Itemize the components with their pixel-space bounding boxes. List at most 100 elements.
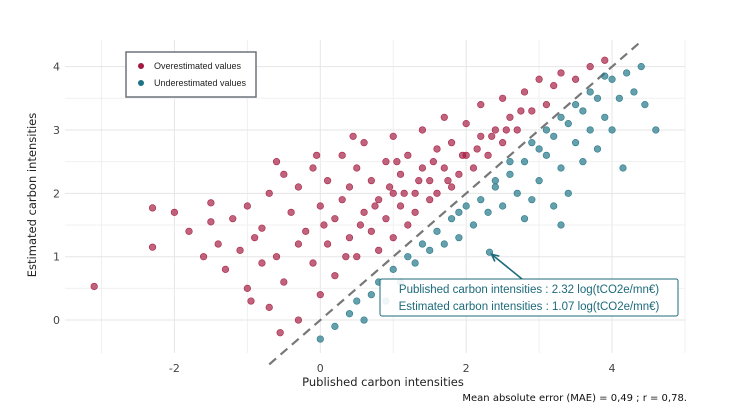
point-overestimated: [499, 94, 507, 102]
data-points: [90, 56, 660, 343]
point-overestimated: [356, 221, 365, 229]
point-underestimated: [520, 215, 529, 223]
point-underestimated: [579, 107, 587, 115]
point-overestimated: [276, 329, 284, 337]
point-overestimated: [396, 202, 405, 210]
point-overestimated: [272, 158, 281, 166]
point-overestimated: [488, 132, 496, 140]
point-overestimated: [316, 202, 324, 210]
legend-marker-underestimated: [138, 80, 144, 86]
point-overestimated: [447, 183, 456, 191]
point-overestimated: [426, 177, 434, 185]
point-overestimated: [400, 189, 408, 197]
point-overestimated: [207, 218, 215, 226]
point-overestimated: [338, 151, 346, 159]
point-overestimated: [418, 126, 427, 134]
point-overestimated: [345, 234, 354, 242]
point-overestimated: [309, 164, 317, 172]
point-underestimated: [571, 139, 580, 147]
point-underestimated: [331, 322, 339, 330]
point-underestimated: [619, 164, 627, 172]
point-overestimated: [331, 215, 339, 223]
point-overestimated: [455, 170, 463, 178]
point-underestimated: [637, 63, 645, 71]
point-underestimated: [586, 126, 594, 134]
point-underestimated: [353, 297, 361, 305]
point-overestimated: [265, 189, 273, 197]
point-overestimated: [396, 170, 405, 178]
point-overestimated: [316, 291, 324, 299]
annotation-arrowhead: [490, 253, 500, 262]
y-tick-label: 3: [53, 124, 60, 137]
point-overestimated: [499, 139, 507, 147]
annotation: Published carbon intensities : 2.32 log(…: [379, 253, 679, 317]
point-overestimated: [473, 145, 481, 153]
point-overestimated: [447, 139, 456, 147]
point-overestimated: [247, 297, 255, 305]
point-underestimated: [506, 170, 514, 178]
point-underestimated: [528, 139, 536, 147]
point-overestimated: [371, 202, 379, 210]
point-overestimated: [444, 177, 452, 185]
point-overestimated: [302, 227, 310, 235]
point-overestimated: [207, 199, 215, 207]
point-overestimated: [389, 189, 397, 197]
point-underestimated: [367, 291, 375, 299]
point-underestimated: [593, 145, 602, 153]
point-underestimated: [641, 101, 649, 109]
point-underestimated: [608, 126, 616, 134]
point-overestimated: [313, 151, 321, 159]
legend-label-underestimated: Underestimated values: [154, 78, 247, 88]
point-underestimated: [623, 69, 631, 77]
point-underestimated: [601, 113, 609, 121]
point-overestimated: [265, 303, 273, 311]
point-overestimated: [542, 101, 551, 109]
point-overestimated: [309, 259, 317, 267]
point-overestimated: [251, 234, 259, 242]
gridlines: [65, 40, 686, 353]
point-overestimated: [221, 265, 230, 273]
caption: Mean absolute error (MAE) = 0,49 ; r = 0…: [462, 393, 687, 404]
point-underestimated: [360, 316, 368, 324]
point-overestimated: [571, 75, 580, 83]
point-overestimated: [502, 126, 510, 134]
point-overestimated: [243, 202, 251, 210]
point-overestimated: [477, 101, 485, 109]
point-overestimated: [320, 221, 328, 229]
point-overestimated: [331, 272, 339, 280]
point-overestimated: [323, 240, 332, 248]
point-underestimated: [477, 196, 485, 204]
point-underestimated: [571, 101, 580, 109]
point-underestimated: [462, 202, 470, 210]
point-overestimated: [458, 151, 467, 159]
point-underestimated: [499, 202, 507, 210]
point-overestimated: [462, 120, 470, 128]
point-overestimated: [404, 221, 412, 229]
point-overestimated: [484, 151, 492, 159]
y-tick-label: 4: [53, 61, 60, 74]
point-overestimated: [528, 107, 536, 115]
point-overestimated: [586, 63, 594, 71]
point-overestimated: [382, 158, 390, 166]
point-overestimated: [557, 69, 565, 77]
point-overestimated: [517, 107, 525, 115]
point-overestimated: [280, 278, 288, 286]
point-overestimated: [258, 224, 266, 232]
point-overestimated: [294, 183, 303, 191]
point-underestimated: [615, 94, 623, 102]
point-overestimated: [550, 82, 558, 90]
point-overestimated: [229, 215, 237, 223]
point-underestimated: [550, 132, 558, 140]
point-overestimated: [170, 208, 179, 216]
point-overestimated: [367, 177, 375, 185]
point-underestimated: [455, 234, 463, 242]
x-tick-label: -2: [169, 362, 180, 375]
point-underestimated: [404, 253, 412, 261]
point-overestimated: [90, 282, 98, 291]
point-underestimated: [542, 151, 551, 159]
point-overestimated: [477, 132, 485, 140]
y-tick-label: 2: [53, 187, 60, 200]
x-tick-label: 0: [317, 362, 324, 375]
